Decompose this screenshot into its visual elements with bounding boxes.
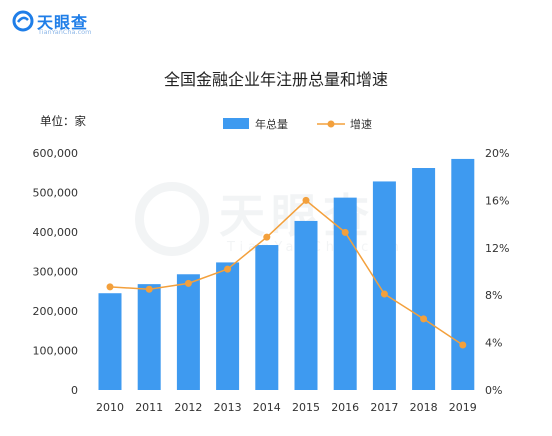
x-tick-label: 2015 [292, 401, 320, 414]
y-left-tick-label: 200,000 [33, 305, 79, 318]
y-right-tick-label: 8% [485, 289, 502, 302]
bar [98, 293, 122, 390]
growth-point [459, 341, 467, 349]
legend-label-growth: 增速 [350, 118, 372, 131]
y-right-tick-label: 20% [485, 147, 509, 160]
growth-point [380, 290, 388, 298]
logo-name: 天眼查 [37, 13, 89, 32]
growth-point [145, 285, 153, 293]
y-right-tick-label: 12% [485, 242, 509, 255]
tianyancha-logo-icon [12, 10, 34, 32]
y-left-tick-label: 0 [71, 384, 78, 397]
x-tick-label: 2014 [253, 401, 281, 414]
legend-label-total: 年总量 [255, 118, 288, 131]
legend-line-swatch [317, 120, 345, 128]
growth-point [184, 279, 192, 287]
growth-point [341, 228, 349, 236]
x-tick-label: 2010 [96, 401, 124, 414]
x-tick-label: 2012 [174, 401, 202, 414]
x-tick-label: 2013 [214, 401, 242, 414]
bar [294, 220, 318, 390]
chart-title: 全国金融企业年注册总量和增速 [163, 70, 388, 89]
bar [451, 158, 475, 390]
legend-bar-swatch [223, 118, 249, 129]
unit-label: 单位：家 [40, 114, 86, 128]
y-left-tick-label: 500,000 [33, 187, 79, 200]
x-tick-label: 2018 [410, 401, 438, 414]
growth-point [263, 233, 271, 241]
x-tick-label: 2016 [331, 401, 359, 414]
logo: 天眼查 TianYanCha.com [10, 6, 130, 38]
bar [137, 284, 161, 390]
legend-item-total: 年总量 [223, 116, 288, 132]
bar [216, 262, 240, 390]
y-left-tick-label: 600,000 [33, 147, 79, 160]
legend-item-growth: 增速 [317, 116, 372, 132]
y-left-tick-label: 100,000 [33, 345, 79, 358]
bar [412, 168, 436, 390]
x-tick-label: 2011 [135, 401, 163, 414]
y-right-tick-label: 16% [485, 194, 509, 207]
growth-point [224, 265, 232, 273]
y-left-tick-label: 300,000 [33, 266, 79, 279]
growth-line [109, 199, 464, 346]
bar [255, 245, 279, 390]
growth-point [106, 283, 114, 291]
logo-subtitle: TianYanCha.com [38, 28, 92, 36]
y-right-tick-label: 0% [485, 384, 502, 397]
x-tick-label: 2019 [449, 401, 477, 414]
y-left-tick-label: 400,000 [33, 226, 79, 239]
bar [176, 274, 200, 390]
bar [333, 197, 357, 390]
growth-point [302, 196, 310, 204]
watermark-logo-icon [135, 182, 209, 256]
growth-point [420, 315, 428, 323]
y-right-tick-label: 4% [485, 337, 502, 350]
bar [372, 181, 396, 390]
x-tick-label: 2017 [370, 401, 398, 414]
